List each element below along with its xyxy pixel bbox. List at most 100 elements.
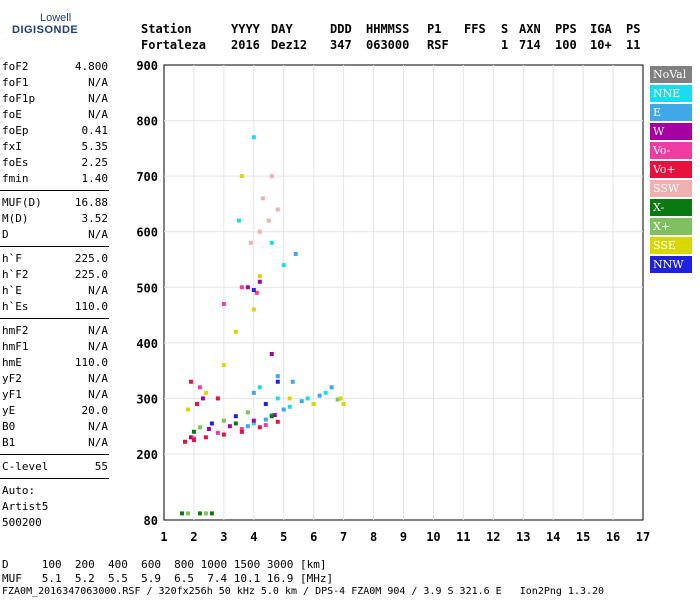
param-name: foEs [2,156,29,169]
param-value: N/A [88,324,108,337]
param-divider [0,478,109,479]
param-name: M(D) [2,212,29,225]
legend-item-sse: SSE [650,237,692,254]
echo-point-vominus [239,285,244,290]
param-row: D N/A [2,228,108,243]
echo-point-ssw [260,196,265,201]
x-tick-label: 6 [310,530,317,544]
echo-point-ssw [248,240,253,245]
echo-point-e [281,407,286,412]
y-tick-label: 600 [136,226,158,240]
x-tick-label: 15 [576,530,590,544]
echo-point-xplus [335,397,340,402]
echo-point-vominus [197,385,202,390]
param-value: 20.0 [81,404,109,417]
param-value: N/A [88,284,108,297]
logo-text-digisonde: DIGISONDE [12,24,79,36]
param-value: N/A [88,436,108,449]
echo-point-voplus [191,438,196,443]
header-day: DAY [271,22,293,36]
echo-point-sse [239,174,244,179]
param-row: foF1 N/A [2,76,108,91]
param-name: h`E [2,284,22,297]
echo-point-e [293,251,298,256]
echo-point-nnw [233,414,238,419]
echo-point-e [263,417,268,422]
header-ps-value: 11 [626,38,641,52]
param-name: h`F2 [2,268,29,281]
echo-point-sse [203,390,208,395]
header-iga-value: 10+ [590,38,612,52]
y-tick-label: 700 [136,170,158,184]
legend-item-nne: NNE [650,85,692,102]
param-row: hmF2 N/A [2,324,108,339]
echo-point-e [299,399,304,404]
header-p1: P1 [427,22,442,36]
muf-row: MUF 5.1 5.2 5.5 5.9 6.5 7.4 10.1 16.9 [M… [2,572,334,585]
x-tick-label: 1 [160,530,167,544]
legend-item-x-minus: X- [650,199,692,216]
echo-point-w [272,413,277,418]
param-value: N/A [88,108,108,121]
header-iga: IGA [590,22,612,36]
param-row: fmin 1.40 [2,172,108,187]
param-divider [0,318,109,319]
legend-item-x-plus: X+ [650,218,692,235]
echo-point-sse [233,329,238,334]
param-name: foF2 [2,60,29,73]
auto-label: Auto: [2,484,36,497]
echo-point-w [188,435,193,440]
echo-point-sse [251,307,256,312]
param-name: foF1p [2,92,36,105]
x-axis-ticks: 1 2 3 4 5 6 7 8 9 10 11 12 13 14 15 16 17 [160,530,650,544]
echo-point-e [251,390,256,395]
header-axn-value: 714 [519,38,541,52]
param-value: 16.88 [74,196,108,209]
param-value: N/A [88,372,108,385]
param-value: 225.0 [74,268,108,281]
echo-point-vominus [239,426,244,431]
echo-point-sse [311,401,316,406]
echo-point-sse [257,274,262,279]
echo-point-w [227,424,232,429]
param-value: N/A [88,388,108,401]
param-name: yE [2,404,16,417]
param-name: hmE [2,356,22,369]
echo-point-sse [287,396,292,401]
param-row: h`F2 225.0 [2,268,108,283]
param-name: h`Es [2,300,29,313]
param-name: MUF(D) [2,196,42,209]
echo-point-e [329,385,334,390]
header-s: S [501,22,509,36]
param-divider [0,246,109,247]
echo-point-sse [221,363,226,368]
x-tick-label: 11 [456,530,470,544]
param-value: 3.52 [81,212,109,225]
distance-row: D 100 200 400 600 800 1000 1500 3000 [km… [2,558,327,571]
param-row: h`Es 110.0 [2,300,108,315]
y-tick-label: 900 [136,59,158,73]
param-name: fxI [2,140,22,153]
param-name: fmin [2,172,29,185]
echo-point-e [245,424,250,429]
header-hhmmss: HHMMSS [366,22,410,36]
echo-point-xplus [245,410,250,415]
param-value: 2.25 [81,156,109,169]
param-value: 1.40 [81,172,109,185]
echo-point-vominus [254,290,259,295]
param-value: 5.35 [81,140,109,153]
echo-point-xminus [209,511,214,516]
x-tick-label: 12 [486,530,500,544]
echo-point-nnw [275,379,280,384]
param-name: foEp [2,124,29,137]
echo-point-voplus [239,429,244,434]
param-row: foE N/A [2,108,108,123]
param-row: foEs 2.25 [2,156,108,171]
echo-point-e [290,379,295,384]
echo-point-nnw [263,401,268,406]
echo-point-e [275,374,280,379]
echo-point-nne [251,421,256,426]
param-row: h`F 225.0 [2,252,108,267]
header-ddd-value: 347 [330,38,352,52]
echo-point-xminus [191,429,196,434]
